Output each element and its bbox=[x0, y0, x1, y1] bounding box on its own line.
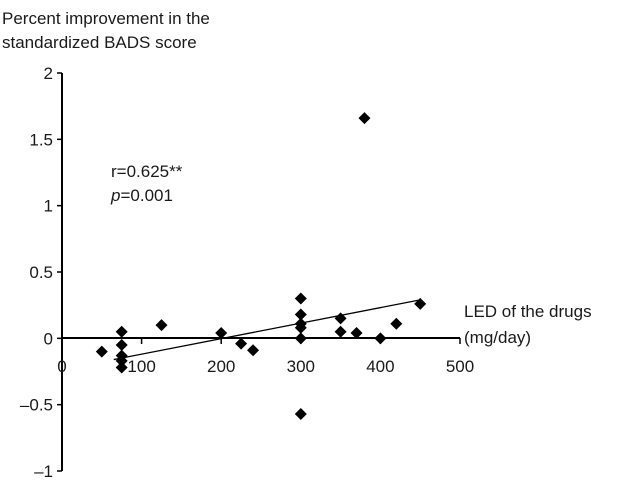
y-tick-label: 0 bbox=[44, 329, 53, 348]
data-point-diamond bbox=[334, 325, 347, 338]
y-tick-label: –0.5 bbox=[20, 396, 53, 415]
data-point-diamond bbox=[358, 112, 371, 125]
y-tick-label: 1.5 bbox=[29, 130, 53, 149]
y-tick-label: 2 bbox=[44, 64, 53, 83]
y-axis-label-line1: Percent improvement in the bbox=[2, 9, 210, 28]
y-axis-label-line2: standardized BADS score bbox=[2, 33, 197, 52]
data-point-diamond bbox=[294, 321, 307, 334]
y-tick-label: 0.5 bbox=[29, 263, 53, 282]
data-point-diamond bbox=[247, 344, 260, 357]
x-tick-label: 0 bbox=[57, 357, 66, 376]
x-tick-label: 500 bbox=[446, 357, 474, 376]
x-axis-label-line2: (mg/day) bbox=[464, 328, 531, 347]
y-tick-label: 1 bbox=[44, 197, 53, 216]
data-point-diamond bbox=[115, 361, 128, 374]
trendline-layer bbox=[113, 299, 421, 361]
data-point-diamond bbox=[115, 325, 128, 338]
data-point-diamond bbox=[294, 332, 307, 345]
x-tick-label: 100 bbox=[127, 357, 155, 376]
data-point-diamond bbox=[390, 317, 403, 330]
p-value: =0.001 bbox=[120, 186, 172, 205]
data-points bbox=[95, 112, 427, 420]
y-tick-label: –1 bbox=[34, 462, 53, 480]
data-point-diamond bbox=[294, 308, 307, 321]
x-axis-label-line1: LED of the drugs bbox=[464, 302, 592, 321]
data-point-diamond bbox=[95, 345, 108, 358]
p-value-annotation: p=0.001 bbox=[110, 186, 173, 205]
data-point-diamond bbox=[334, 312, 347, 325]
x-tick-label: 300 bbox=[287, 357, 315, 376]
data-point-diamond bbox=[215, 327, 228, 340]
data-point-diamond bbox=[374, 332, 387, 345]
axis-ticks: 2 1.5 1 0.5 0 –0.5 –1 0 100 200 300 400 500 bbox=[20, 64, 474, 480]
regression-line bbox=[113, 299, 421, 361]
p-symbol: p bbox=[110, 186, 120, 205]
data-point-diamond bbox=[115, 354, 128, 367]
data-point-diamond bbox=[235, 337, 248, 350]
data-point-diamond bbox=[350, 327, 363, 340]
correlation-annotation: r=0.625** bbox=[111, 162, 183, 181]
data-point-diamond bbox=[294, 407, 307, 420]
data-point-diamond bbox=[294, 292, 307, 305]
data-point-diamond bbox=[414, 297, 427, 310]
x-tick-label: 200 bbox=[207, 357, 235, 376]
x-tick-label: 400 bbox=[366, 357, 394, 376]
data-point-diamond bbox=[155, 319, 168, 332]
data-point-diamond bbox=[115, 338, 128, 351]
